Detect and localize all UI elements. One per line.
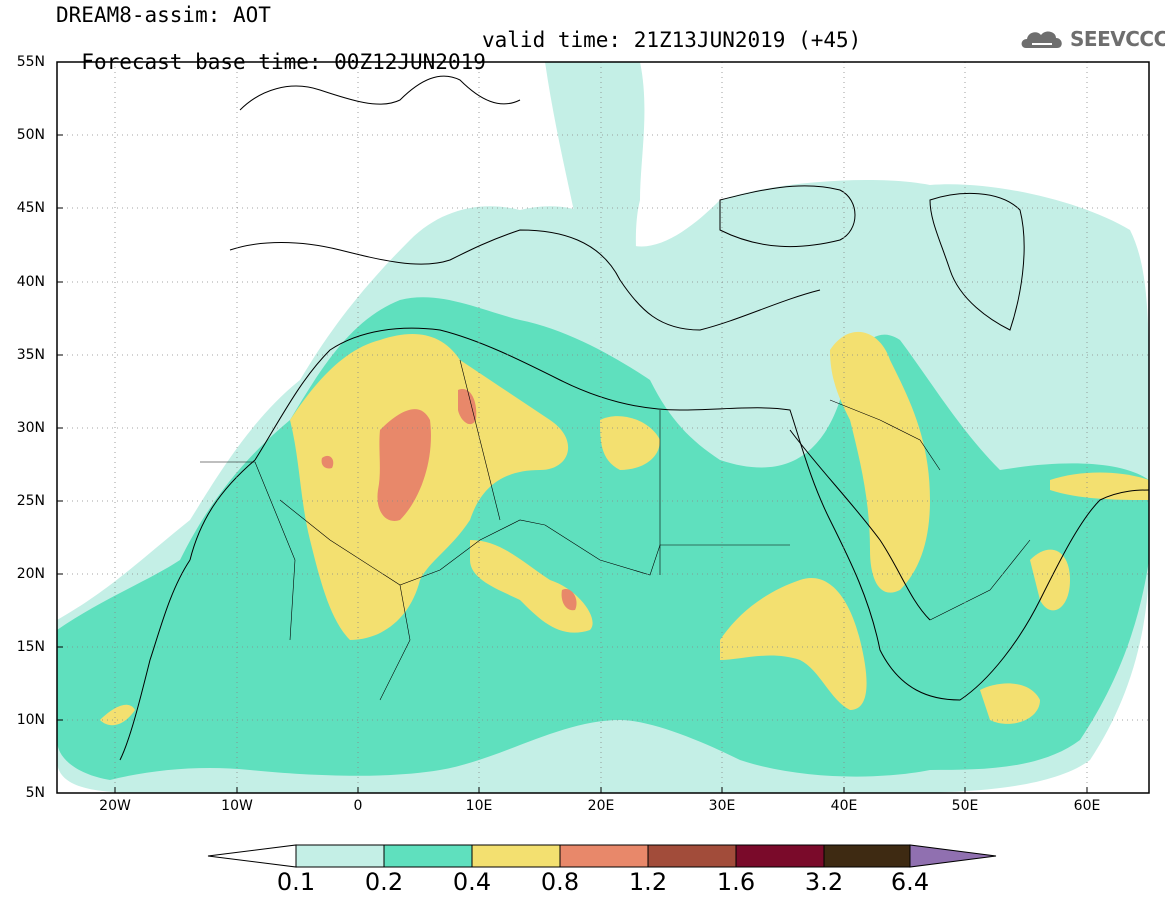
- lon-label: 0: [353, 798, 363, 814]
- lat-label: 20N: [16, 566, 45, 582]
- grid: [57, 62, 1149, 793]
- lat-label: 50N: [16, 127, 45, 143]
- aot-band-0.8-libya: [458, 389, 477, 425]
- colorbar-over-triangle: [909, 844, 997, 868]
- lat-label: 45N: [16, 200, 45, 216]
- axis-ticks: [57, 61, 1088, 794]
- aot-band-0.4-sudan: [470, 540, 593, 633]
- lon-label: 20W: [99, 798, 131, 814]
- aot-field: [57, 62, 1149, 793]
- seevccc-logo: SEEVCCC: [1018, 24, 1165, 54]
- colorbar-seg-1: [295, 844, 385, 868]
- aot-band-0.4-horn: [720, 578, 867, 710]
- aot-band-0.8-chad: [561, 589, 577, 611]
- lat-label: 35N: [16, 347, 45, 363]
- lon-label: 50E: [951, 798, 979, 814]
- time-line: Forecast base time: 00Z12JUN2019 valid t…: [56, 29, 861, 95]
- aot-band-0.8-algeria: [377, 409, 431, 521]
- forecast-base-time: Forecast base time: 00Z12JUN2019: [81, 50, 486, 74]
- aot-band-0.8-mali: [321, 455, 334, 469]
- colorbar-seg-2: [383, 844, 473, 868]
- colorbar-label: 3.2: [804, 868, 844, 896]
- aot-band-0.4-gulf: [1050, 472, 1149, 500]
- lat-label: 40N: [16, 274, 45, 290]
- aot-band-0.4-arabia: [830, 331, 930, 593]
- product-title: DREAM8-assim: AOT: [56, 3, 271, 27]
- colorbar-label: 0.8: [540, 868, 580, 896]
- lat-label: 25N: [16, 493, 45, 509]
- colorbar-seg-4: [559, 844, 649, 868]
- aot-band-0.4-egypt: [600, 416, 660, 470]
- colorbar-seg-6: [735, 844, 825, 868]
- colorbar-seg-3: [471, 844, 561, 868]
- colorbar-label: 0.4: [452, 868, 492, 896]
- lon-label: 60E: [1073, 798, 1101, 814]
- lat-label: 55N: [16, 54, 45, 70]
- colorbar-seg-5: [647, 844, 737, 868]
- colorbar-under-triangle: [207, 844, 297, 868]
- colorbar-label: 0.1: [276, 868, 316, 896]
- lat-label: 10N: [16, 712, 45, 728]
- cloud-logo-icon: [1021, 31, 1062, 48]
- aot-band-0.4-arabian-sea: [980, 683, 1040, 724]
- aot-plume-north: [545, 62, 650, 380]
- borders: [200, 359, 1031, 701]
- lat-label: 15N: [16, 639, 45, 655]
- lon-label: 40E: [830, 798, 858, 814]
- lon-label: 10W: [221, 798, 253, 814]
- colorbar-label: 1.2: [628, 868, 668, 896]
- valid-time: valid time: 21Z13JUN2019 (+45): [482, 28, 862, 52]
- colorbar-seg-7: [823, 844, 911, 868]
- coastlines: [119, 75, 1149, 761]
- lon-label: 30E: [708, 798, 736, 814]
- lon-label: 10E: [465, 798, 493, 814]
- lat-label: 30N: [16, 420, 45, 436]
- aot-band-0.4-sahara: [290, 334, 569, 640]
- aot-band-0.4-west: [100, 704, 135, 726]
- colorbar-label: 1.6: [716, 868, 756, 896]
- lon-label: 20E: [587, 798, 615, 814]
- logo-text: SEEVCCC: [1070, 27, 1165, 51]
- colorbar-label: 0.2: [364, 868, 404, 896]
- colorbar-label: 6.4: [890, 868, 930, 896]
- colorbar: [207, 844, 997, 868]
- lat-label: 5N: [25, 785, 45, 801]
